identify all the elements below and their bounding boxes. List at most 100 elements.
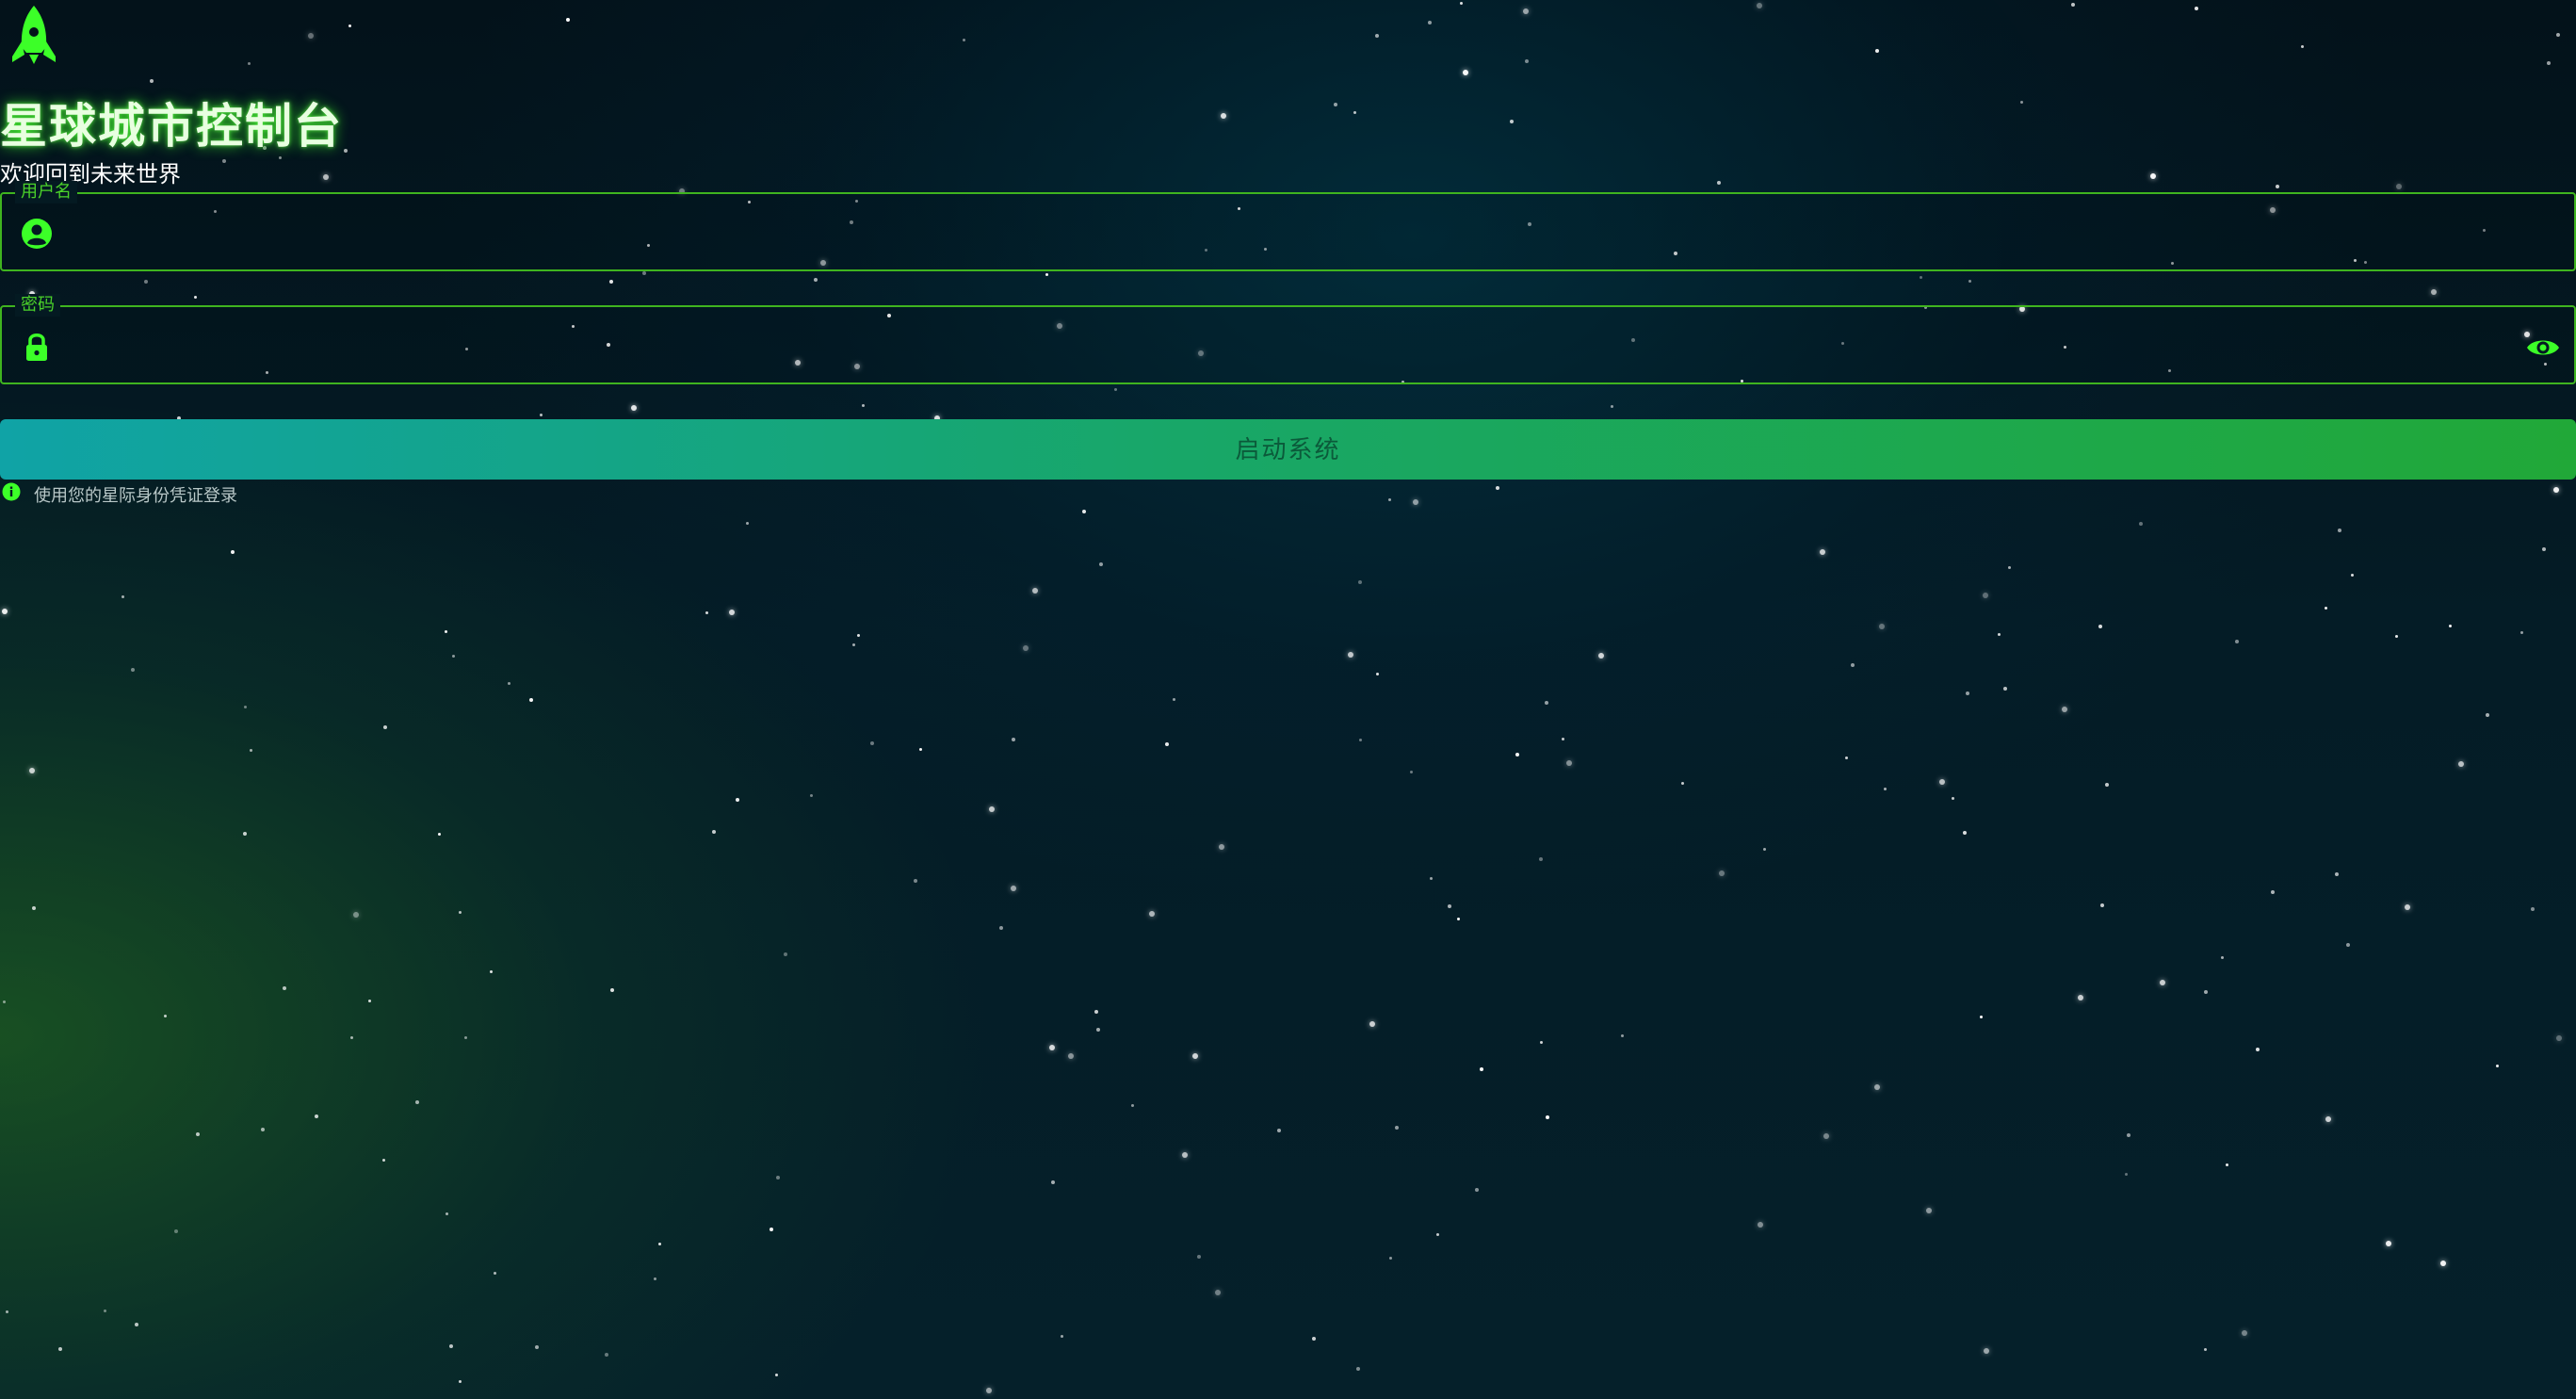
star [196,1132,200,1136]
password-input[interactable] [73,317,2488,375]
star [1436,1233,1439,1236]
user-circle-icon [22,219,52,249]
star [2221,956,2224,959]
star [2003,687,2007,691]
star [1758,1222,1763,1228]
star [1968,280,1971,283]
star [2078,995,2083,1000]
star [1312,1337,1316,1341]
star [1061,1335,1063,1338]
star [1353,111,1356,114]
password-field[interactable]: 密码 [0,294,2576,384]
star [1032,588,1038,594]
star [315,1114,318,1118]
star [2458,761,2464,767]
launch-system-button[interactable]: 启动系统 [0,419,2576,480]
star [1757,3,1762,8]
star [2396,184,2402,189]
star [1621,1034,1624,1037]
star [1192,1053,1198,1059]
star [1457,918,1460,920]
star [250,749,252,752]
star [1984,1348,1989,1354]
star [1173,698,1175,701]
star [2325,607,2327,610]
star [529,698,533,702]
star [194,296,197,299]
star [494,1272,496,1275]
star [1356,1367,1360,1371]
star [1480,1067,1483,1071]
star [1413,499,1418,505]
star [1388,498,1391,501]
star [508,682,510,685]
star [2098,625,2102,628]
lock-icon [26,333,47,361]
username-input[interactable] [73,203,2488,262]
star [2105,783,2109,787]
star [1983,593,1988,598]
star [712,830,716,834]
star [1998,633,2001,636]
star [415,1100,419,1104]
star [58,1347,62,1351]
username-field[interactable]: 用户名 [0,181,2576,271]
star [1875,49,1879,53]
star [1874,1084,1880,1090]
star [2100,903,2104,907]
star [243,832,247,836]
star [609,280,613,284]
star [2139,522,2143,526]
star [1952,797,1954,800]
star [1099,562,1103,566]
star [283,986,286,990]
eye-icon[interactable] [2525,330,2561,366]
info-icon [2,482,21,501]
star [1523,8,1529,14]
star [1182,1152,1188,1158]
star [348,24,351,27]
star [104,1310,106,1312]
star [1540,1041,1543,1044]
star [1221,113,1226,119]
star [2204,1348,2207,1351]
star [605,1353,608,1357]
star [2150,173,2156,179]
star [610,988,614,992]
star [705,611,708,614]
star [2062,707,2067,712]
star [2127,1133,2130,1137]
star [382,1159,385,1162]
star [150,79,154,83]
star [1375,34,1379,38]
star [32,906,36,910]
star [1358,580,1362,584]
page-title: 星球城市控制台 [0,99,343,154]
star [784,952,787,956]
star [1376,673,1379,675]
star [1049,1045,1055,1050]
star [1012,738,1015,741]
star [1920,276,1922,279]
star [2520,631,2523,634]
star [1348,652,1353,658]
star [1851,663,1855,667]
star [135,1323,138,1326]
star [1681,782,1684,785]
rocket-icon [12,6,56,64]
star [1094,1010,1098,1014]
star [1820,549,1825,555]
star [2351,574,2354,577]
star [1219,844,1224,850]
star [1131,1104,1134,1107]
star [986,1388,992,1393]
star [1410,771,1413,773]
star [144,280,148,284]
star [658,1243,661,1245]
star [2531,907,2535,911]
star [1717,181,1721,185]
star [438,833,441,836]
star [1096,1028,1100,1032]
star [729,610,735,615]
star [566,18,570,22]
